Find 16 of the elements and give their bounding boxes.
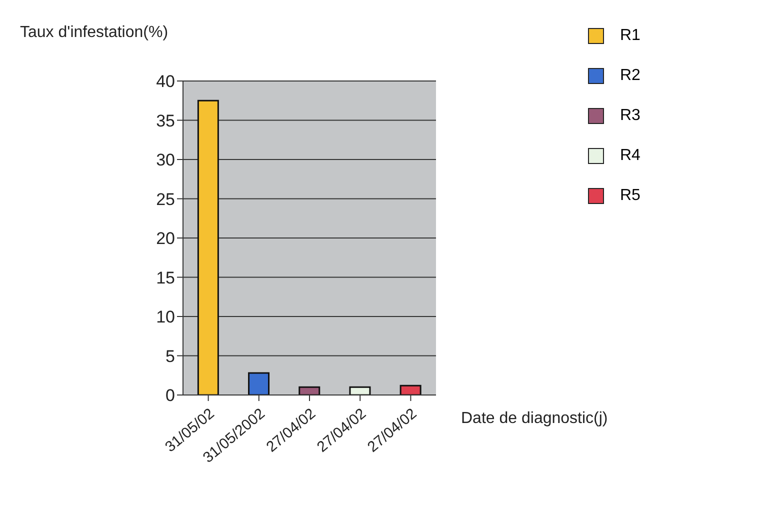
legend-label: R4 xyxy=(620,147,640,165)
legend-label: R1 xyxy=(620,27,640,45)
y-tick-label: 20 xyxy=(156,229,175,248)
y-tick-label: 30 xyxy=(156,150,175,170)
legend-label: R5 xyxy=(620,187,640,205)
y-tick-label: 10 xyxy=(156,308,175,327)
y-axis-title: Taux d'infestation(%) xyxy=(20,24,168,41)
y-tick-label: 15 xyxy=(156,268,175,288)
y-tick-label: 0 xyxy=(166,386,175,406)
y-tick-label: 40 xyxy=(156,72,175,92)
y-tick-label: 5 xyxy=(166,346,175,366)
y-tick-label: 35 xyxy=(156,111,175,130)
legend-label: R3 xyxy=(620,107,640,125)
y-tick-label: 25 xyxy=(156,190,175,209)
x-axis-title: Date de diagnostic(j) xyxy=(461,410,608,427)
legend-label: R2 xyxy=(620,67,640,85)
